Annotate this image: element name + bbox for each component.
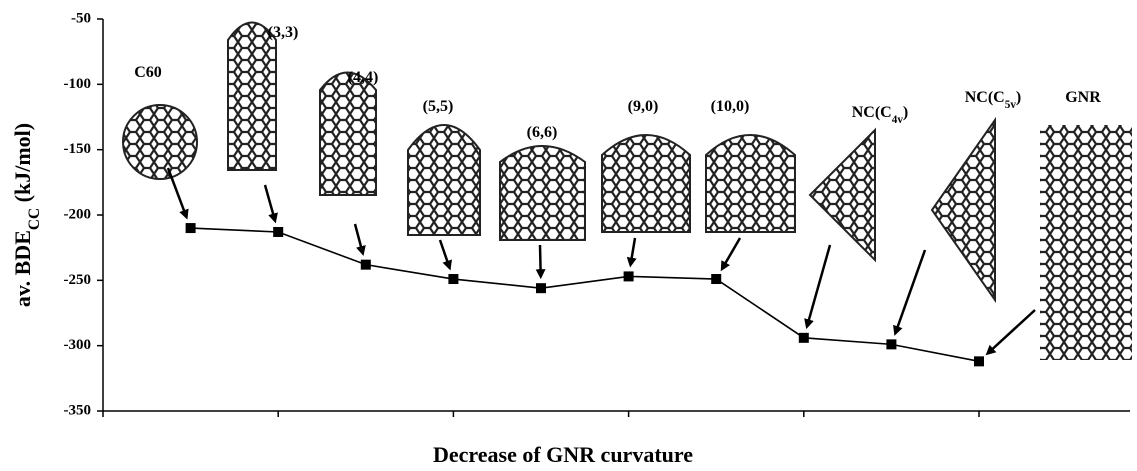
y-axis-label: av. BDECC (kJ/mol) — [10, 123, 43, 307]
y-tick-label: -250 — [64, 272, 92, 288]
pointer-arrow — [720, 237, 742, 272]
category-label: (9,0) — [628, 98, 659, 115]
category-label: GNR — [1065, 89, 1101, 106]
pointer-arrow — [626, 237, 637, 268]
y-tick-label: -350 — [64, 402, 92, 418]
y-tick-label: -200 — [64, 206, 92, 222]
data-point — [448, 274, 459, 285]
y-tick-label: -50 — [71, 10, 91, 26]
pointer-arrow — [804, 244, 832, 330]
category-label: (4,4) — [348, 69, 379, 86]
data-point — [360, 259, 371, 270]
pointer-arrow — [893, 249, 927, 336]
data-point — [886, 339, 897, 350]
pointer-arrow — [438, 239, 452, 271]
pointer-arrow — [263, 184, 278, 224]
data-point — [536, 283, 546, 294]
category-label: (10,0) — [711, 98, 750, 115]
pointer-arrow — [535, 244, 546, 280]
category-label: NC(C4v) — [852, 104, 909, 126]
category-label: (3,3) — [268, 24, 299, 41]
pointer-arrow — [985, 309, 1036, 356]
data-point — [798, 332, 809, 343]
category-label: (6,6) — [527, 124, 558, 141]
category-label: (5,5) — [423, 98, 454, 115]
category-label: C60 — [134, 64, 162, 81]
data-line — [190, 227, 980, 363]
y-tick-label: -300 — [64, 337, 92, 353]
category-label: NC(C5v) — [965, 89, 1022, 111]
pointer-arrow — [353, 223, 366, 256]
y-tick-label: -150 — [64, 141, 92, 157]
x-axis-label: Decrease of GNR curvature — [433, 442, 693, 467]
data-point — [974, 356, 984, 367]
data-point — [185, 223, 196, 234]
data-point — [273, 226, 284, 237]
pointer-arrow — [166, 167, 189, 220]
data-point — [711, 274, 722, 285]
molecule-illustrations — [122, 21, 1132, 360]
data-point — [623, 271, 634, 282]
y-tick-label: -100 — [64, 76, 92, 92]
